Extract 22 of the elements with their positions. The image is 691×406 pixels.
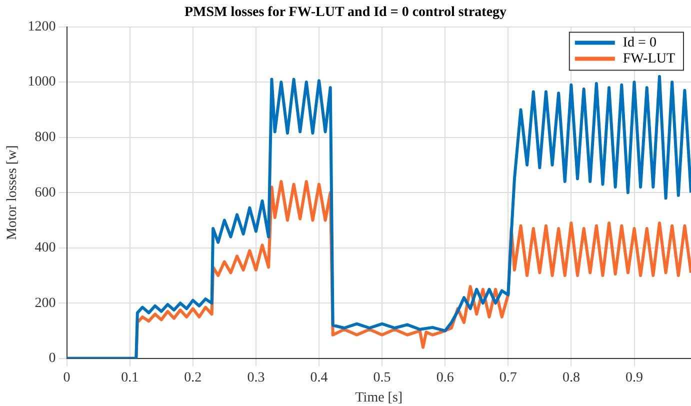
chart-title: PMSM losses for FW-LUT and Id = 0 control strategy — [184, 5, 507, 20]
x-tick-label: 0.4 — [310, 370, 328, 386]
x-tick-label: 0.9 — [626, 370, 644, 386]
x-tick-label: 0.2 — [184, 370, 202, 386]
legend-label: FW-LUT — [622, 51, 676, 66]
x-axis-title: Time [s] — [355, 390, 403, 406]
x-tick-label: 0.6 — [436, 370, 454, 386]
y-axis-title: Motor losses [w] — [5, 145, 20, 240]
y-tick-label: 1000 — [28, 74, 56, 90]
y-tick-label: 200 — [34, 296, 56, 311]
x-tick-label: 0.8 — [562, 370, 580, 386]
legend-label: Id = 0 — [622, 35, 656, 50]
y-tick-label: 800 — [34, 130, 56, 146]
y-tick-label: 0 — [48, 351, 56, 366]
x-tick-label: 0.5 — [373, 370, 391, 386]
y-tick-label: 1200 — [28, 19, 56, 34]
x-tick-label: 0.7 — [499, 370, 517, 386]
y-tick-label: 400 — [34, 240, 56, 256]
x-tick-label: 0.3 — [247, 370, 265, 386]
x-tick-label: 0.1 — [121, 370, 139, 386]
x-tick-label: 0 — [63, 370, 70, 386]
y-tick-label: 600 — [34, 185, 56, 200]
